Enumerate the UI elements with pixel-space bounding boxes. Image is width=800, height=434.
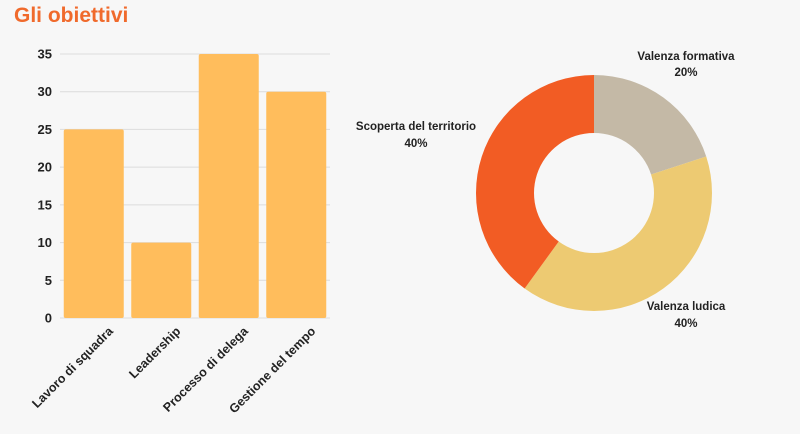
bar <box>131 242 192 318</box>
y-tick-label: 10 <box>38 235 52 250</box>
slice-percent-label: 40% <box>404 138 427 150</box>
slice-label: Scoperta del territorio <box>356 121 476 133</box>
page-title: Gli obiettivi <box>14 4 129 27</box>
y-tick-label: 35 <box>38 47 52 62</box>
y-tick-label: 30 <box>38 84 52 99</box>
slice-percent-label: 40% <box>674 318 697 330</box>
y-tick-label: 0 <box>45 311 52 326</box>
donut-slice <box>475 75 594 289</box>
slice-percent-label: 20% <box>674 67 697 79</box>
donut-slice <box>594 75 707 175</box>
slice-label: Valenza formativa <box>637 51 735 63</box>
bar <box>63 129 124 318</box>
bar <box>198 54 259 318</box>
y-tick-label: 5 <box>45 273 52 288</box>
y-tick-label: 20 <box>38 160 52 175</box>
donut-slice <box>524 156 713 312</box>
slice-label: Valenza ludica <box>647 301 726 313</box>
bar <box>266 91 327 318</box>
y-tick-label: 25 <box>38 122 52 137</box>
y-tick-label: 15 <box>38 197 52 212</box>
